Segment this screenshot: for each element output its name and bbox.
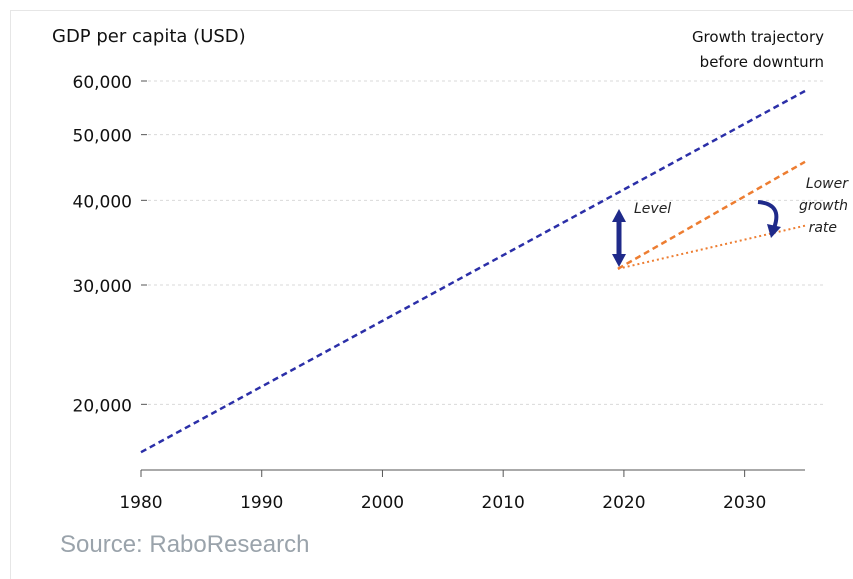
x-ticks: 1980 1990 2000 2010 2020 2030 — [119, 470, 766, 513]
x-tick-label-4: 2020 — [602, 493, 645, 513]
y-tick-label-3: 50,000 — [73, 127, 132, 147]
x-tick-label-0: 1980 — [119, 493, 162, 513]
y-tick-label-0: 20,000 — [73, 396, 132, 416]
series-group — [140, 89, 806, 454]
x-tick-label-1: 1990 — [240, 493, 283, 513]
series-line-0 — [140, 89, 806, 454]
level-arrow-head-down — [612, 254, 626, 267]
level-arrow — [612, 209, 626, 267]
y-tick-label-2: 40,000 — [73, 192, 132, 212]
y-ticks: 20,000 30,000 40,000 50,000 60,000 — [73, 73, 147, 416]
lower-growth-label-line2: growth — [799, 198, 848, 214]
trajectory-label-line2: before downturn — [700, 53, 824, 71]
lower-growth-label-line3: rate — [809, 220, 837, 236]
lower-growth-label-line1: Lower — [806, 176, 849, 192]
series-line-2 — [617, 224, 806, 270]
x-tick-label-2: 2000 — [361, 493, 404, 513]
level-label: Level — [634, 201, 671, 217]
level-arrow-head-up — [612, 209, 626, 222]
trajectory-label-line1: Growth trajectory — [692, 28, 824, 46]
series-line-1 — [617, 160, 806, 270]
curved-arrow-path — [757, 200, 779, 229]
curved-arrow-head — [767, 224, 781, 238]
x-tick-label-3: 2010 — [482, 493, 525, 513]
x-tick-label-5: 2030 — [723, 493, 766, 513]
source-note: Source: RaboResearch — [60, 531, 310, 558]
chart-frame — [10, 10, 853, 579]
gridlines — [148, 80, 825, 405]
y-tick-label-4: 60,000 — [73, 73, 132, 93]
y-axis-title: GDP per capita (USD) — [52, 26, 246, 47]
curved-arrow — [757, 200, 781, 238]
y-tick-label-1: 30,000 — [73, 277, 132, 297]
